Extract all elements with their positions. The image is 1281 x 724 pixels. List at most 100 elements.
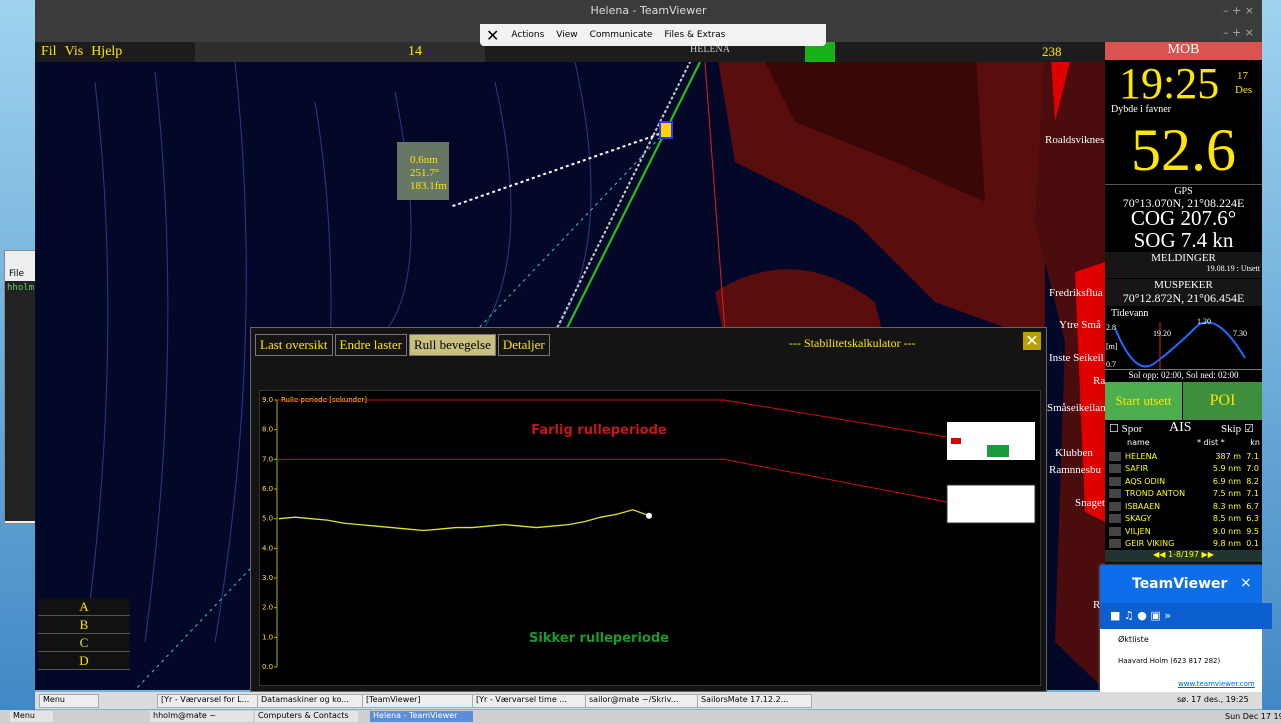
ais-header: name * dist * kn [1105,438,1262,450]
ais-row[interactable]: HELENA 387 m 7.1 [1105,450,1262,463]
task-button[interactable]: Computers & Contacts [255,711,358,722]
menu-item[interactable]: Hjelp [91,44,123,59]
task-button[interactable]: Menu [39,694,99,708]
ais-row[interactable]: TROND ANTON 7.5 nm 7.1 [1105,488,1262,501]
toolbar-menu[interactable]: Files & Extras [664,30,726,40]
start-button[interactable]: Start utsett [1105,382,1182,420]
poi-button[interactable]: POI [1183,382,1262,420]
ais-row[interactable]: VILJEN 9.0 nm 9.5 [1105,525,1262,538]
tide-max: 2.8 [1106,323,1116,332]
ais-cell: 8.3 nm [1212,501,1241,511]
ais-check [1109,501,1121,511]
ais-row[interactable]: SKAGY 8.5 nm 6.3 [1105,513,1262,526]
clock: Sun Dec 17 19: [1225,712,1281,721]
place-label: Inste Seikeil [1049,352,1104,364]
zoom: 238 [1042,44,1062,60]
task-button[interactable]: Helena - TeamViewer [370,711,473,722]
y-tick-label: 3.0 [262,574,273,582]
vessel-name: HELENA [690,44,730,55]
ais-cell: 6.3 [1246,514,1259,524]
task-button[interactable]: SailorsMate 17.12.2... [697,694,812,708]
time: 19:25 [1119,59,1220,108]
ais-cell: 7.0 [1246,464,1259,474]
close[interactable]: ✕ [1023,332,1041,350]
task-button[interactable]: sailor@mate ~/Skriv... [585,694,700,708]
ais-cell: 9.5 [1246,526,1259,536]
ais-check [1109,476,1121,486]
task-button[interactable]: [TeamViewer] [362,694,477,708]
ais-check [1109,514,1121,524]
close[interactable]: ✕ [486,25,500,45]
toolbar-menu[interactable]: Communicate [589,30,653,40]
tab[interactable]: Detaljer [497,334,550,356]
task-button[interactable]: Datamaskiner og ko... [257,694,367,708]
ais-row[interactable]: AQS ODIN 6.9 nm 8.2 [1105,475,1262,488]
pointer-label: MUSPEKER [1154,279,1213,291]
limit-connector [723,399,948,438]
depth-label: Dybde i favner [1111,104,1171,115]
window-controls[interactable]: – + × [1223,26,1254,39]
window-controls[interactable]: – + × [1223,4,1254,17]
close[interactable]: × [1240,575,1252,591]
ais-page: 1-8/197 [1167,550,1200,559]
ais-cell: 8.5 nm [1212,514,1241,524]
current-point [646,512,652,519]
ais-cell: 387 m [1215,451,1241,461]
layer-name: D [79,653,89,668]
ais-cell: HELENA [1125,451,1158,461]
layer-row[interactable]: C [38,634,130,652]
month: Des [1235,84,1253,96]
toolbar-menu[interactable]: Actions [511,30,545,40]
task-button[interactable]: Menu [10,711,53,722]
ais-check [1109,526,1121,536]
task-button[interactable]: hholm@mate ~ [150,711,253,722]
page-number: 14 [408,44,422,59]
menu-item[interactable]: Fil [41,44,57,59]
side-panel: MOB 19:25 17 Des Dybde i favner 52.6 GPS… [1105,42,1262,690]
ais-cell: 6.9 nm [1212,476,1241,486]
layer-name: C [79,635,89,650]
place-label: R [1093,599,1101,611]
y-tick-label: 5.0 [262,515,273,523]
menu-item[interactable]: File [9,269,25,279]
mob-button[interactable]: MOB [1105,42,1262,60]
roll-chart: 0.01.02.03.04.05.06.07.08.09.0 Rulle peri… [259,390,1041,686]
contact[interactable]: Haavard Holm (623 817 282) [1118,657,1221,665]
layer-name: B [79,617,89,632]
toolbar-menu[interactable]: View [556,30,578,40]
tab[interactable]: Endre laster [334,334,407,356]
place-label: Snaget [1075,497,1105,509]
ship-toggle[interactable]: Skip [1221,423,1242,435]
messages-label: MELDINGER [1151,252,1216,264]
layer-row[interactable]: A [38,598,130,616]
ais-row[interactable]: GEIR VIKING 9.8 nm 0.1 [1105,538,1262,551]
tv-brand: TeamViewer [1132,576,1228,592]
layer-row[interactable]: D [38,652,130,670]
measure-value: 251.7° [410,167,440,179]
gps-label: GPS [1174,186,1193,197]
ais-row[interactable]: SAFIR 5.9 nm 7.0 [1105,463,1262,476]
ais-cell: SKAGY [1125,514,1152,524]
day: 17 [1237,70,1248,82]
layer-row[interactable]: B [38,616,130,634]
tab[interactable]: Last oversikt [255,334,333,356]
depth: 52.6 [1131,117,1236,183]
clock: sø. 17 des., 19:25 [1177,695,1249,704]
measure-box: 0.6nm 251.7° 183.1fm [410,154,447,193]
measure-value: 0.6nm [410,154,438,166]
tab[interactable]: Rull bevegelse [408,334,496,356]
menu-item[interactable]: Vis [64,44,84,59]
map-graphics [84,42,1105,690]
ais-check [1109,539,1121,549]
task-button[interactable]: [Yr - Værvarsel time ... [472,694,587,708]
ais-cell: GEIR VIKING [1125,539,1175,549]
measure-value: 183.1fm [410,180,447,192]
task-button[interactable]: [Yr - Værvarsel for L... [157,694,262,708]
ais-check [1109,489,1121,499]
link[interactable]: www.teamviewer.com [1178,680,1255,688]
track-toggle[interactable]: Spor [1121,423,1143,435]
ais-check [1109,451,1121,461]
ais-col: kn [1250,438,1260,447]
ais-row[interactable]: ISBAAEN 8.3 nm 6.7 [1105,500,1262,513]
